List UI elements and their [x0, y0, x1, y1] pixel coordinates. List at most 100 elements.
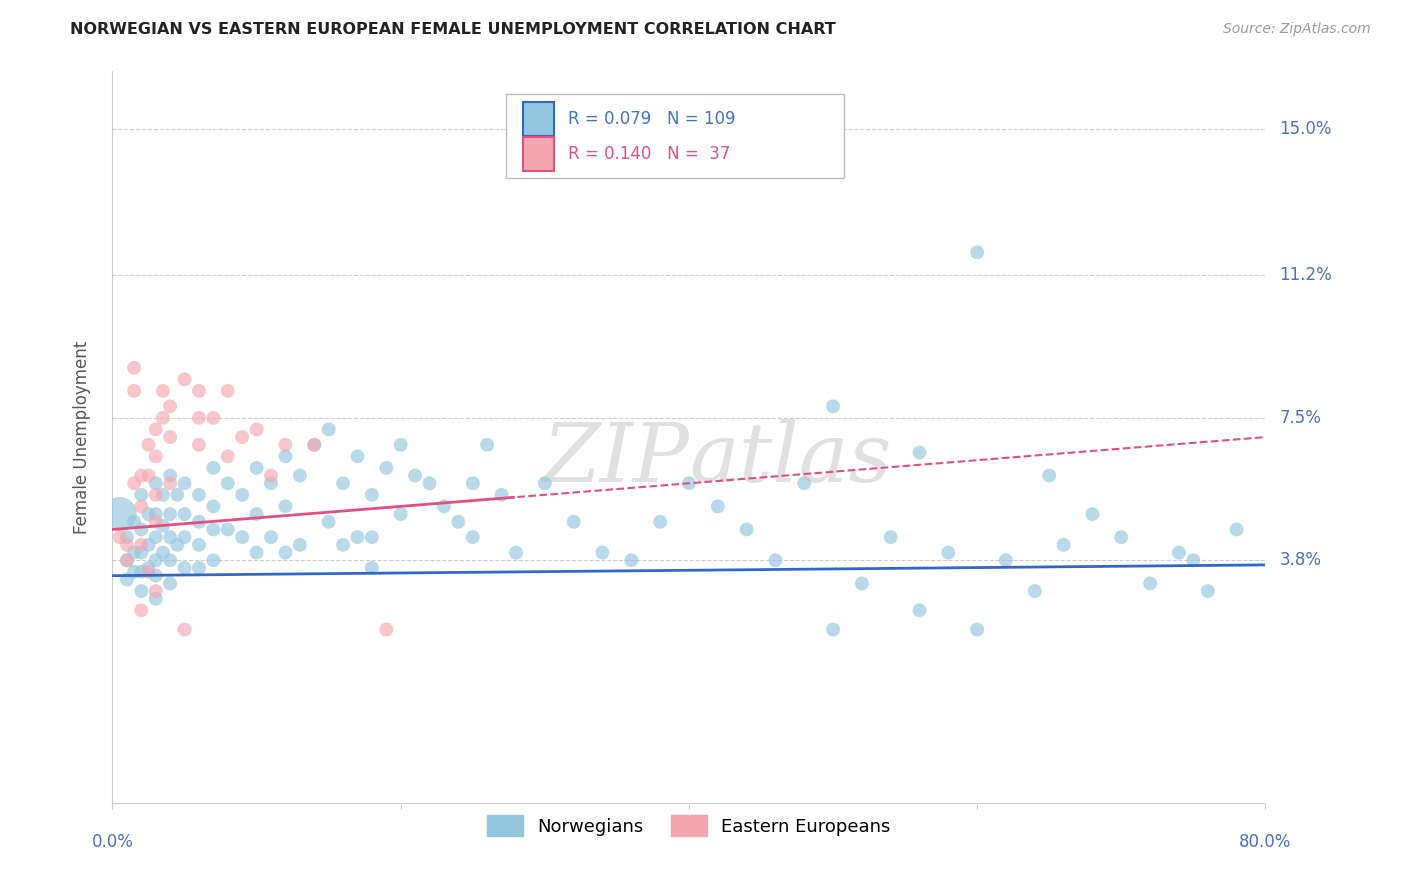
- Point: [115, 553, 138, 567]
- Point: [202, 523, 225, 537]
- Point: [145, 530, 167, 544]
- Point: [188, 515, 211, 529]
- Point: [159, 468, 181, 483]
- Point: [173, 561, 195, 575]
- Point: [1053, 538, 1076, 552]
- Point: [152, 410, 174, 425]
- Point: [129, 488, 153, 502]
- Point: [159, 530, 181, 544]
- Point: [318, 515, 340, 529]
- Legend: Norwegians, Eastern Europeans: Norwegians, Eastern Europeans: [478, 806, 900, 845]
- Point: [202, 410, 225, 425]
- Point: [159, 576, 181, 591]
- Point: [793, 476, 815, 491]
- Point: [375, 461, 398, 475]
- Point: [274, 545, 297, 559]
- Point: [908, 445, 931, 459]
- Point: [145, 553, 167, 567]
- Point: [129, 603, 153, 617]
- Point: [129, 584, 153, 599]
- Point: [246, 507, 269, 521]
- Point: [145, 515, 167, 529]
- Y-axis label: Female Unemployment: Female Unemployment: [73, 341, 91, 533]
- Point: [908, 603, 931, 617]
- Point: [202, 461, 225, 475]
- Point: [260, 476, 283, 491]
- Point: [534, 476, 557, 491]
- Text: atlas: atlas: [689, 419, 891, 499]
- Point: [246, 422, 269, 436]
- Point: [765, 553, 787, 567]
- Point: [159, 476, 181, 491]
- Point: [129, 523, 153, 537]
- Point: [108, 507, 131, 521]
- Point: [173, 530, 195, 544]
- Text: ZIP: ZIP: [543, 419, 689, 499]
- Point: [389, 507, 412, 521]
- Point: [173, 623, 195, 637]
- Point: [1139, 576, 1161, 591]
- Point: [461, 530, 484, 544]
- Point: [274, 438, 297, 452]
- Point: [475, 438, 499, 452]
- Point: [966, 245, 988, 260]
- Point: [122, 565, 145, 579]
- Point: [274, 450, 297, 464]
- Point: [678, 476, 700, 491]
- Point: [173, 372, 195, 386]
- Point: [707, 500, 730, 514]
- Point: [188, 538, 211, 552]
- Point: [231, 530, 253, 544]
- Point: [202, 553, 225, 567]
- Point: [166, 488, 188, 502]
- Point: [936, 545, 959, 559]
- Point: [821, 623, 844, 637]
- Point: [145, 450, 167, 464]
- Text: R = 0.140   N =  37: R = 0.140 N = 37: [568, 145, 730, 163]
- Point: [217, 450, 239, 464]
- Point: [145, 476, 167, 491]
- Point: [138, 561, 160, 575]
- Point: [419, 476, 441, 491]
- Text: 3.8%: 3.8%: [1279, 551, 1322, 569]
- Point: [129, 565, 153, 579]
- Point: [122, 515, 145, 529]
- Point: [851, 576, 873, 591]
- Point: [389, 438, 412, 452]
- Point: [145, 591, 167, 606]
- Point: [173, 476, 195, 491]
- Point: [360, 530, 382, 544]
- Point: [152, 384, 174, 398]
- Point: [188, 384, 211, 398]
- Point: [735, 523, 758, 537]
- Point: [129, 500, 153, 514]
- Text: 15.0%: 15.0%: [1279, 120, 1331, 138]
- Point: [138, 438, 160, 452]
- Point: [1197, 584, 1219, 599]
- Point: [159, 507, 181, 521]
- Point: [346, 530, 368, 544]
- Point: [620, 553, 643, 567]
- Point: [592, 545, 614, 559]
- Point: [188, 488, 211, 502]
- Point: [152, 545, 174, 559]
- Point: [217, 476, 239, 491]
- Point: [375, 623, 398, 637]
- Point: [115, 553, 138, 567]
- Point: [159, 399, 181, 413]
- Point: [650, 515, 672, 529]
- Point: [115, 538, 138, 552]
- Text: 80.0%: 80.0%: [1239, 833, 1292, 851]
- Point: [1167, 545, 1189, 559]
- Point: [1038, 468, 1060, 483]
- Point: [1182, 553, 1205, 567]
- Point: [461, 476, 484, 491]
- Point: [318, 422, 340, 436]
- Point: [304, 438, 326, 452]
- Point: [505, 545, 527, 559]
- Point: [447, 515, 470, 529]
- Point: [821, 399, 844, 413]
- Point: [360, 561, 382, 575]
- Text: Source: ZipAtlas.com: Source: ZipAtlas.com: [1223, 22, 1371, 37]
- Point: [129, 538, 153, 552]
